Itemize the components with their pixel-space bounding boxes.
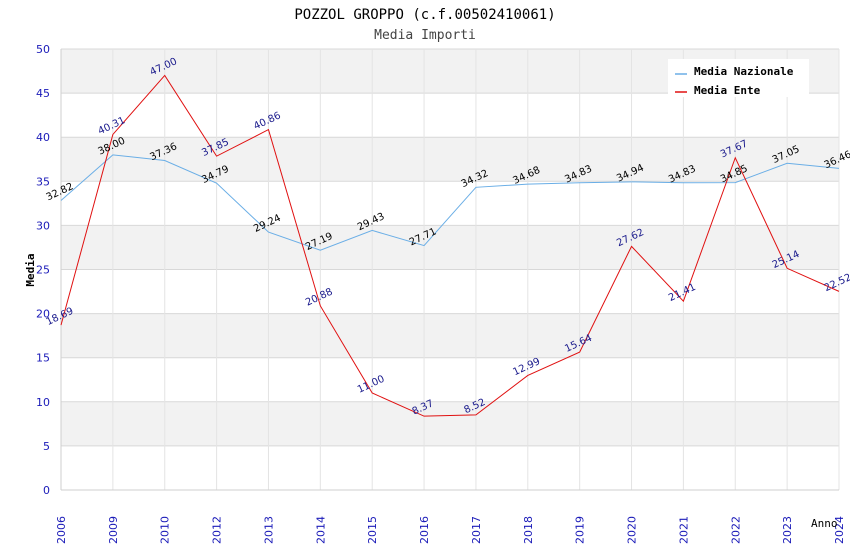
x-tick-labels: 2006 2009 2010 2012 2013 2014 2015 2016 2017 2018… (55, 516, 846, 544)
legend-box (668, 59, 809, 97)
legend-label-media-nazionale: Media Nazionale (694, 65, 794, 78)
x-tick-label: 2023 (781, 516, 794, 544)
x-tick-label: 2018 (522, 516, 535, 544)
plot-band (61, 137, 839, 182)
x-tick-label: 2014 (314, 516, 327, 544)
y-tick-label: 25 (36, 264, 50, 277)
y-tick-label: 50 (36, 43, 50, 56)
y-tick-label: 5 (43, 440, 50, 453)
axes (60, 49, 839, 491)
plot-band (61, 313, 839, 358)
y-axis-label: Media (24, 253, 37, 286)
plot-band (61, 269, 839, 314)
y-tick-label: 45 (36, 87, 50, 100)
x-tick-label: 2024 (833, 516, 846, 544)
plot-band (61, 357, 839, 402)
x-tick-label: 2013 (262, 516, 275, 544)
y-tick-label: 30 (36, 219, 50, 232)
plot-band (61, 401, 839, 446)
x-tick-label: 2017 (470, 516, 483, 544)
y-tick-label: 0 (43, 484, 50, 497)
x-tick-label: 2010 (159, 516, 172, 544)
y-tick-label: 20 (36, 308, 50, 321)
chart-subtitle: Media Importi (374, 28, 476, 43)
x-tick-label: 2009 (107, 516, 120, 544)
plot-band (61, 225, 839, 270)
x-tick-label: 2012 (211, 516, 224, 544)
x-tick-label: 2021 (677, 516, 690, 544)
y-tick-label: 10 (36, 396, 50, 409)
legend-label-media-ente: Media Ente (694, 84, 761, 97)
chart-title: POZZOL GROPPO (c.f.00502410061) (294, 7, 555, 23)
plot-band (61, 93, 839, 138)
series-line-media-ente (60, 74, 840, 417)
x-axis-label: Anno (811, 517, 838, 530)
x-tick-label: 2019 (574, 516, 587, 544)
x-tick-label: 2020 (626, 516, 639, 544)
plot-band (61, 181, 839, 226)
x-tick-label: 2022 (729, 516, 742, 544)
x-tick-label: 2016 (418, 516, 431, 544)
series-lines (60, 74, 840, 417)
y-tick-labels: 0 5 10 15 20 25 30 35 40 45 50 (36, 43, 50, 497)
x-tick-label: 2006 (55, 516, 68, 544)
y-tick-label: 40 (36, 131, 50, 144)
y-tick-label: 35 (36, 175, 50, 188)
y-tick-label: 15 (36, 352, 50, 365)
plot-band (61, 445, 839, 490)
legend: Media Nazionale Media Ente (668, 59, 809, 97)
x-tick-label: 2015 (366, 516, 379, 544)
series-line-media-nazionale (60, 154, 840, 251)
